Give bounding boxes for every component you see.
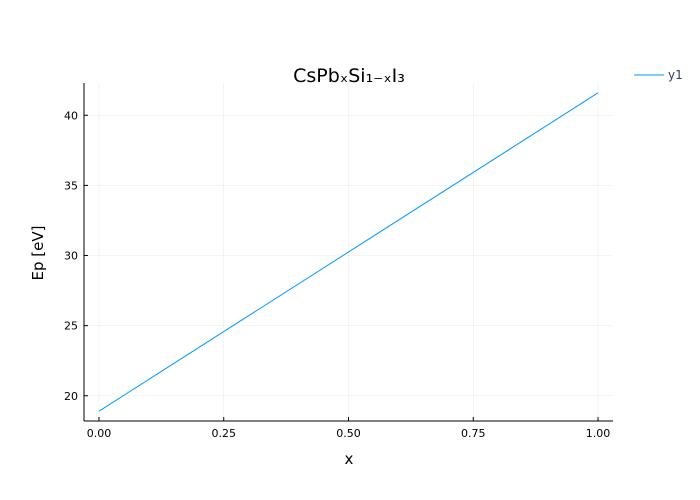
y-axis-ticks: 20 25 30 35 40 <box>64 109 88 403</box>
series-layer <box>98 92 599 412</box>
y-tick-label: 40 <box>64 109 78 122</box>
series-line-y1 <box>98 92 599 412</box>
legend-label-y1: y1 <box>668 68 683 82</box>
y-axis-title: Ep [eV] <box>29 226 47 281</box>
x-axis-ticks: 0.00 0.25 0.50 0.75 1.00 <box>87 417 611 440</box>
y-tick-label: 35 <box>64 179 78 192</box>
x-tick-label: 0.00 <box>87 427 112 440</box>
y-tick-label: 30 <box>64 250 78 263</box>
x-axis-title: x <box>345 450 354 468</box>
legend: y1 <box>628 64 688 86</box>
y-tick-label: 25 <box>64 320 78 333</box>
y-tick-label: 20 <box>64 390 78 403</box>
x-tick-label: 0.25 <box>211 427 236 440</box>
x-tick-label: 1.00 <box>586 427 611 440</box>
chart-title: CsPbₓSi₁₋ₓI₃ <box>293 65 405 87</box>
x-tick-label: 0.50 <box>336 427 361 440</box>
x-tick-label: 0.75 <box>461 427 486 440</box>
